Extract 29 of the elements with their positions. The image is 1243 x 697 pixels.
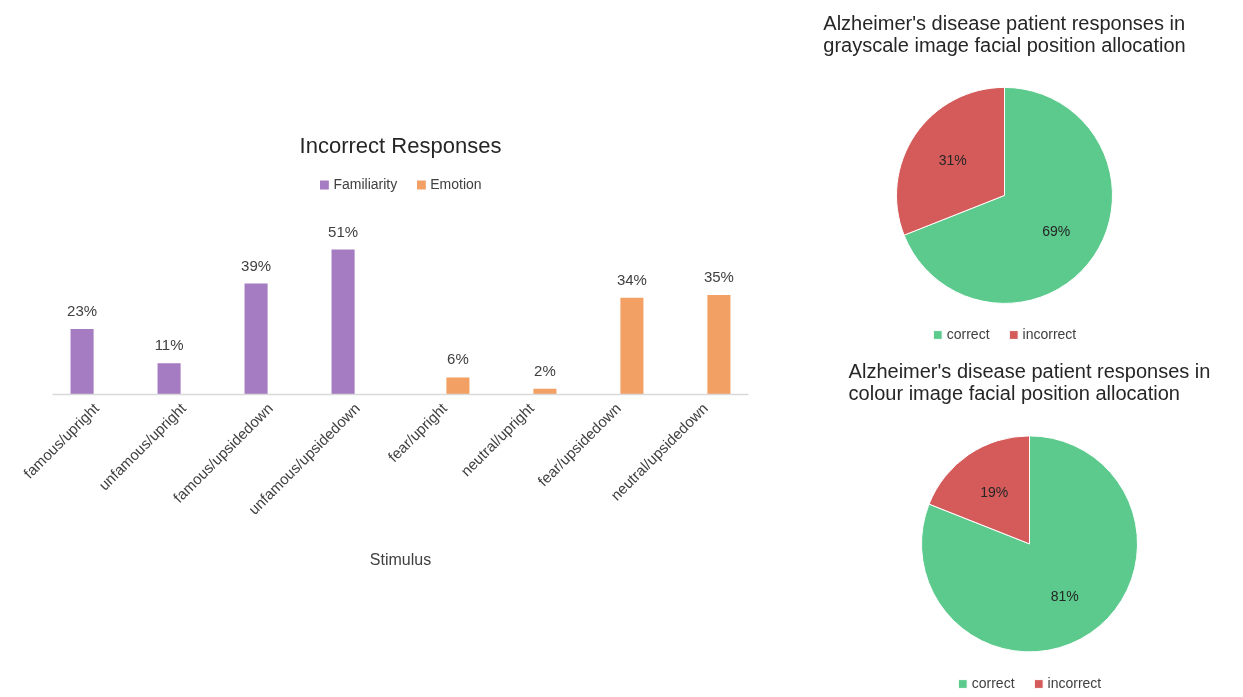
chart-title: Alzheimer's disease patient responses in grayscale image facial position allocation xyxy=(823,11,1186,56)
chart-title: Alzheimer's disease patient responses in colour image facial position allocation xyxy=(848,359,1211,404)
data-label: 69% xyxy=(1042,222,1071,239)
data-label: 35% xyxy=(703,267,734,285)
bar xyxy=(157,363,181,395)
legend-label: incorrect xyxy=(1047,675,1102,691)
chart-title: Incorrect Responses xyxy=(299,132,502,158)
data-label: 11% xyxy=(154,336,184,354)
data-label: 2% xyxy=(534,361,556,379)
legend-label: correct xyxy=(946,326,990,342)
bar xyxy=(446,377,470,395)
data-label: 34% xyxy=(616,270,647,288)
bar xyxy=(707,294,731,395)
bar xyxy=(620,297,644,395)
data-label: 51% xyxy=(328,222,359,240)
legend-label: Familiarity xyxy=(333,176,398,192)
data-label: 31% xyxy=(938,152,967,169)
bar xyxy=(244,283,268,395)
data-label: 6% xyxy=(447,350,469,368)
legend-label: incorrect xyxy=(1022,326,1077,342)
data-label: 19% xyxy=(980,484,1009,501)
data-label: 81% xyxy=(1050,587,1079,604)
data-label: 39% xyxy=(241,256,272,274)
bar xyxy=(331,249,355,395)
x-axis-title: Stimulus xyxy=(369,550,432,568)
legend-label: correct xyxy=(971,675,1015,691)
legend-label: Emotion xyxy=(430,176,482,192)
data-label: 23% xyxy=(67,302,98,320)
bar xyxy=(70,329,94,395)
